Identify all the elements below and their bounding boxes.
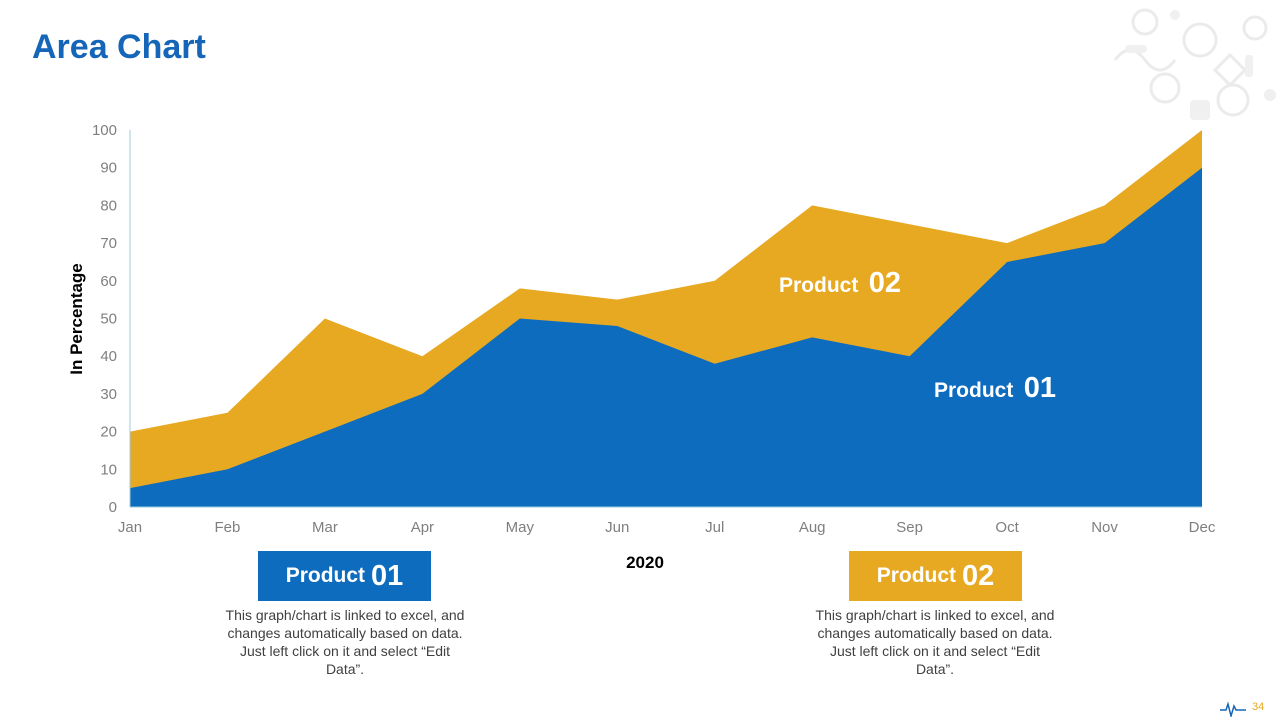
y-tick-label: 50 bbox=[100, 311, 117, 328]
legend-prefix: Product bbox=[876, 564, 957, 587]
y-tick-label: 80 bbox=[100, 197, 117, 214]
y-tick-label: 10 bbox=[100, 461, 117, 478]
x-tick-label: Oct bbox=[995, 519, 1019, 536]
legend-box-product-01: Product 01 bbox=[258, 551, 431, 601]
x-tick-label: Sep bbox=[896, 519, 923, 536]
y-tick-label: 40 bbox=[100, 348, 117, 365]
x-tick-label: Jul bbox=[705, 519, 724, 536]
x-tick-label: Mar bbox=[312, 519, 338, 536]
x-tick-label: Aug bbox=[799, 519, 826, 536]
medical-pattern-icon bbox=[1105, 0, 1280, 130]
legend-number: 01 bbox=[371, 559, 404, 592]
y-tick-label: 20 bbox=[100, 424, 117, 441]
heartbeat-logo-icon bbox=[1220, 701, 1246, 722]
y-tick-label: 70 bbox=[100, 235, 117, 252]
legend-description-product-01: This graph/chart is linked to excel, and… bbox=[225, 607, 465, 677]
y-tick-label: 0 bbox=[109, 499, 117, 516]
x-tick-label: Jan bbox=[118, 519, 142, 536]
area-series-product-01 bbox=[130, 167, 1202, 507]
x-tick-label: Dec bbox=[1189, 519, 1216, 536]
legend-description-product-02: This graph/chart is linked to excel, and… bbox=[815, 607, 1055, 677]
page-number: 34 bbox=[1252, 701, 1265, 713]
x-tick-label: Jun bbox=[605, 519, 629, 536]
y-tick-label: 90 bbox=[100, 160, 117, 177]
legend-number: 02 bbox=[962, 559, 995, 592]
y-tick-label: 100 bbox=[92, 122, 117, 139]
y-axis-title: In Percentage bbox=[67, 263, 86, 375]
legend-prefix: Product bbox=[285, 564, 366, 587]
area-label-product-02: Product 02 bbox=[779, 267, 901, 299]
y-tick-label: 60 bbox=[100, 273, 117, 290]
x-tick-label: May bbox=[506, 519, 535, 536]
y-tick-label: 30 bbox=[100, 386, 117, 403]
x-tick-label: Feb bbox=[215, 519, 241, 536]
legend-box-product-02: Product 02 bbox=[849, 551, 1022, 601]
x-tick-label: Apr bbox=[411, 519, 434, 536]
x-tick-label: Nov bbox=[1091, 519, 1118, 536]
area-label-product-01: Product 01 bbox=[934, 372, 1056, 404]
x-axis-title: 2020 bbox=[626, 553, 664, 572]
page-title: Area Chart bbox=[32, 28, 206, 66]
